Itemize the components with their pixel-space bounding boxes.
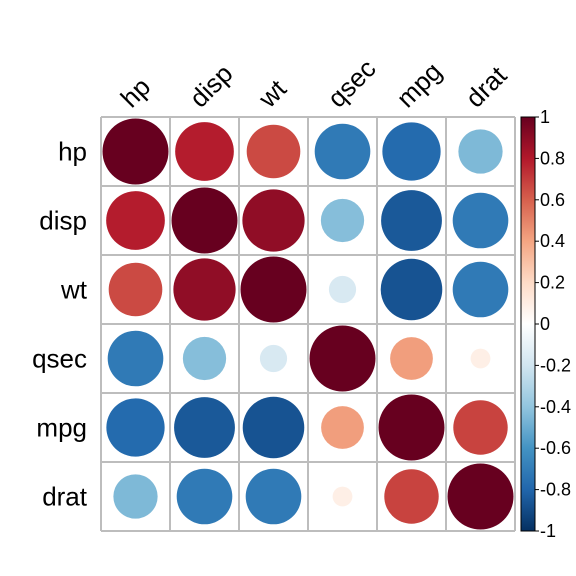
- colorbar-tick-label: 1: [540, 107, 550, 127]
- corr-circle-hp-qsec: [314, 123, 371, 180]
- corr-circle-drat-wt: [245, 468, 302, 525]
- corr-circle-drat-qsec: [332, 486, 353, 507]
- corr-circle-disp-wt: [242, 189, 305, 252]
- corr-circle-wt-wt: [240, 256, 307, 323]
- col-label-hp: hp: [115, 72, 157, 114]
- corr-circle-mpg-mpg: [378, 394, 445, 461]
- colorbar-tick-label: 0.6: [540, 190, 565, 210]
- corr-circle-mpg-disp: [174, 397, 235, 458]
- colorbar-gradient: [520, 116, 536, 532]
- corr-circle-qsec-disp: [182, 336, 227, 381]
- corr-circle-wt-drat: [452, 261, 509, 318]
- corr-circle-qsec-wt: [259, 344, 288, 373]
- corr-circle-qsec-drat: [470, 348, 491, 369]
- corr-circle-disp-drat: [452, 192, 509, 249]
- corr-circle-hp-drat: [458, 129, 503, 174]
- correlation-circles: [102, 118, 514, 530]
- corr-circle-disp-mpg: [381, 190, 442, 251]
- col-label-mpg: mpg: [391, 56, 448, 113]
- corr-circle-hp-hp: [102, 118, 169, 185]
- row-labels: hp disp wt qsec mpg drat: [32, 137, 88, 512]
- colorbar-tick-label: 0.8: [540, 148, 565, 168]
- row-label-disp: disp: [39, 206, 87, 236]
- corr-circle-mpg-drat: [453, 400, 508, 455]
- corr-circle-hp-disp: [175, 122, 234, 181]
- corr-circle-hp-wt: [246, 124, 301, 179]
- row-label-wt: wt: [60, 275, 88, 305]
- colorbar: 1 0.8 0.6 0.4 0.2 0 -0.2 -0.4 -0.6 -0.8 -1: [520, 107, 571, 541]
- corr-circle-wt-hp: [108, 262, 163, 317]
- row-label-qsec: qsec: [32, 344, 87, 374]
- column-labels: hp disp wt qsec mpg drat: [115, 53, 513, 114]
- corr-circle-hp-mpg: [382, 122, 441, 181]
- corr-circle-drat-hp: [113, 474, 158, 519]
- col-label-qsec: qsec: [322, 53, 382, 113]
- corr-circle-mpg-wt: [242, 396, 305, 459]
- row-label-mpg: mpg: [36, 413, 87, 443]
- colorbar-tick-label: 0: [540, 314, 550, 334]
- colorbar-tick-label: -0.2: [540, 355, 571, 375]
- corr-circle-drat-drat: [447, 463, 514, 530]
- corr-circle-qsec-qsec: [309, 325, 376, 392]
- col-label-wt: wt: [252, 73, 293, 114]
- corr-circle-drat-mpg: [384, 469, 439, 524]
- colorbar-tick-label: -0.4: [540, 397, 571, 417]
- col-label-disp: disp: [184, 58, 239, 113]
- correlation-grid: [100, 116, 516, 532]
- corr-circle-qsec-mpg: [390, 337, 433, 380]
- corr-circle-mpg-qsec: [321, 406, 364, 449]
- corr-circle-disp-qsec: [320, 198, 365, 243]
- colorbar-tick-label: -1: [540, 521, 556, 541]
- row-label-drat: drat: [42, 482, 88, 512]
- colorbar-tick-label: 0.2: [540, 273, 565, 293]
- corr-circle-wt-disp: [173, 258, 236, 321]
- corr-circle-disp-disp: [171, 187, 238, 254]
- row-label-hp: hp: [58, 137, 87, 167]
- corr-circle-wt-mpg: [380, 258, 443, 321]
- corr-circle-disp-hp: [106, 191, 165, 250]
- colorbar-tick-label: -0.6: [540, 438, 571, 458]
- colorbar-tick-label: 0.4: [540, 231, 565, 251]
- colorbar-tick-label: -0.8: [540, 480, 571, 500]
- corr-circle-qsec-hp: [107, 330, 164, 387]
- corr-circle-drat-disp: [176, 468, 233, 525]
- corr-circle-mpg-hp: [106, 398, 165, 457]
- col-label-drat: drat: [460, 60, 513, 113]
- corr-circle-wt-qsec: [328, 275, 357, 304]
